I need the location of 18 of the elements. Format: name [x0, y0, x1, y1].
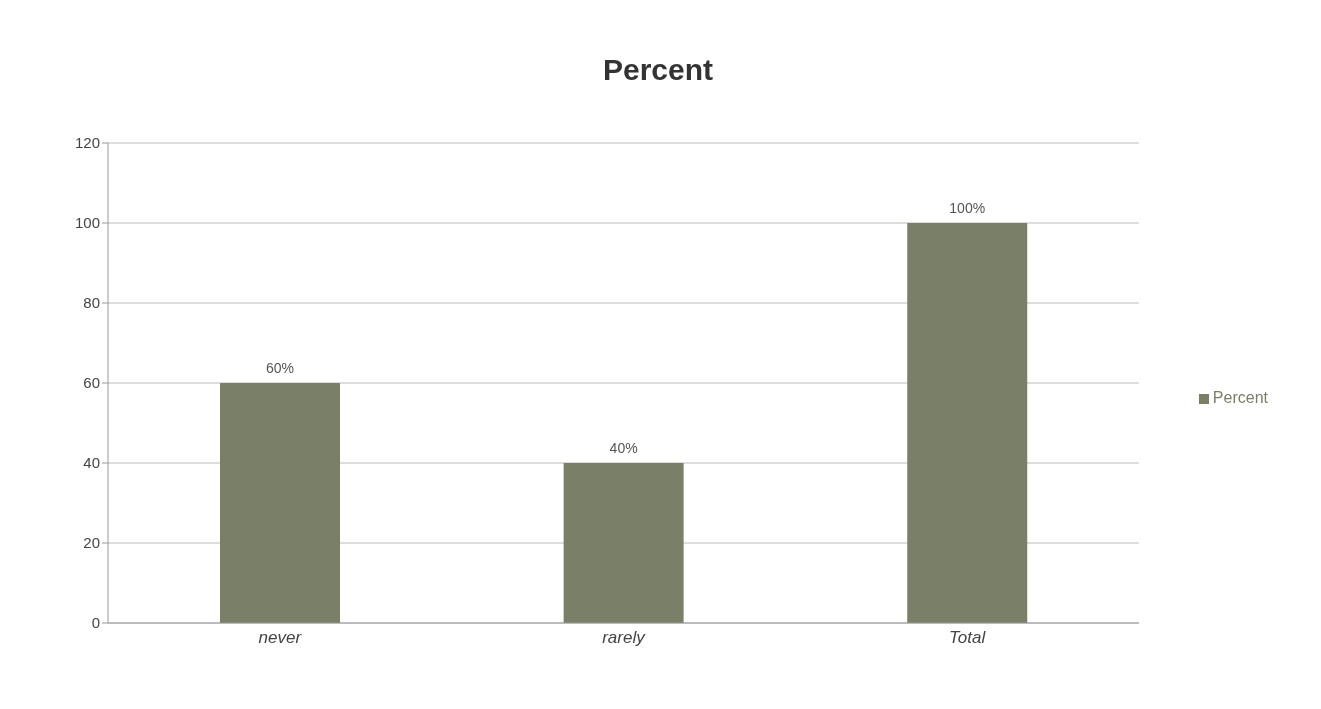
y-tick-label: 40 — [83, 454, 100, 472]
y-tick-label: 0 — [91, 614, 100, 632]
y-tick-label: 60 — [83, 374, 100, 392]
data-label: 100% — [949, 200, 986, 216]
x-tick-label: Total — [948, 628, 987, 648]
bar — [563, 463, 684, 623]
y-tick-label: 100 — [74, 214, 100, 232]
bar — [907, 223, 1028, 623]
x-tick-label: never — [258, 628, 303, 648]
data-label: 60% — [265, 360, 295, 376]
bar — [220, 383, 340, 623]
y-tick-label: 20 — [83, 534, 100, 552]
chart-title: Percent — [601, 52, 715, 88]
data-label: 40% — [609, 440, 638, 456]
y-tick-label: 120 — [74, 134, 100, 152]
x-tick-label: rarely — [602, 628, 647, 648]
y-tick-label: 80 — [83, 294, 100, 312]
legend-label: Percent — [1212, 389, 1268, 406]
